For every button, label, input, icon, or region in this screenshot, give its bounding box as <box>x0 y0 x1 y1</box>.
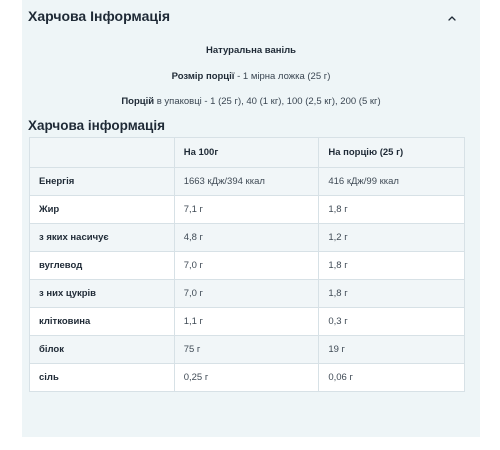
table-row: Жир 7,1 г 1,8 г <box>29 195 465 224</box>
per-serving-value: 1,8 г <box>318 279 465 308</box>
table-row: з них цукрів 7,0 г 1,8 г <box>29 279 465 308</box>
column-header-nutrient <box>29 137 175 168</box>
table-header-row: На 100г На порцію (25 г) <box>29 137 465 168</box>
per-serving-value: 0,06 г <box>318 363 465 392</box>
table-row: білок 75 г 19 г <box>29 335 465 364</box>
per-100g-value: 0,25 г <box>173 363 320 392</box>
per-100g-value: 1663 кДж/394 ккал <box>173 167 320 196</box>
servings-per-pack-label: Порцій <box>121 96 155 107</box>
nutrient-name: з них цукрів <box>29 279 175 308</box>
chevron-up-icon[interactable] <box>446 12 458 24</box>
servings-per-pack: Порцій в упаковці - 1 (25 г), 40 (1 кг),… <box>22 96 480 107</box>
section-title: Харчова інформація <box>28 118 165 133</box>
per-serving-value: 1,8 г <box>318 195 465 224</box>
per-serving-value: 19 г <box>318 335 465 364</box>
accordion-header[interactable]: Харчова Інформація <box>22 0 480 36</box>
serving-size-value: - 1 мірна ложка (25 г) <box>234 71 331 82</box>
nutrient-name: сіль <box>29 363 175 392</box>
per-serving-value: 1,2 г <box>318 223 465 252</box>
table-row: сіль 0,25 г 0,06 г <box>29 363 465 392</box>
nutrition-table: На 100г На порцію (25 г) Енергія 1663 кД… <box>29 137 465 392</box>
serving-size-label: Розмір порції <box>171 71 235 82</box>
per-serving-value: 0,3 г <box>318 307 465 336</box>
serving-size: Розмір порції - 1 мірна ложка (25 г) <box>22 71 480 82</box>
per-serving-value: 416 кДж/99 ккал <box>318 167 465 196</box>
table-row: з яких насичує 4,8 г 1,2 г <box>29 223 465 252</box>
table-row: Енергія 1663 кДж/394 ккал 416 кДж/99 кка… <box>29 167 465 196</box>
servings-per-pack-value: в упаковці - 1 (25 г), 40 (1 кг), 100 (2… <box>154 96 381 107</box>
per-100g-value: 4,8 г <box>173 223 320 252</box>
nutrient-name: Енергія <box>29 167 175 196</box>
accordion-title: Харчова Інформація <box>28 8 171 24</box>
nutrient-name: Жир <box>29 195 175 224</box>
per-serving-value: 1,8 г <box>318 251 465 280</box>
per-100g-value: 7,0 г <box>173 251 320 280</box>
per-100g-value: 7,0 г <box>173 279 320 308</box>
per-100g-value: 75 г <box>173 335 320 364</box>
nutrient-name: білок <box>29 335 175 364</box>
per-100g-value: 7,1 г <box>173 195 320 224</box>
nutrient-name: з яких насичує <box>29 223 175 252</box>
nutrient-name: вуглевод <box>29 251 175 280</box>
table-row: клітковина 1,1 г 0,3 г <box>29 307 465 336</box>
per-100g-value: 1,1 г <box>173 307 320 336</box>
table-row: вуглевод 7,0 г 1,8 г <box>29 251 465 280</box>
column-header-per-100g: На 100г <box>173 137 320 168</box>
nutrition-panel: Харчова Інформація Натуральна ваніль Роз… <box>22 0 480 437</box>
product-flavour: Натуральна ваніль <box>205 45 297 56</box>
column-header-per-serving: На порцію (25 г) <box>318 137 465 168</box>
nutrient-name: клітковина <box>29 307 175 336</box>
